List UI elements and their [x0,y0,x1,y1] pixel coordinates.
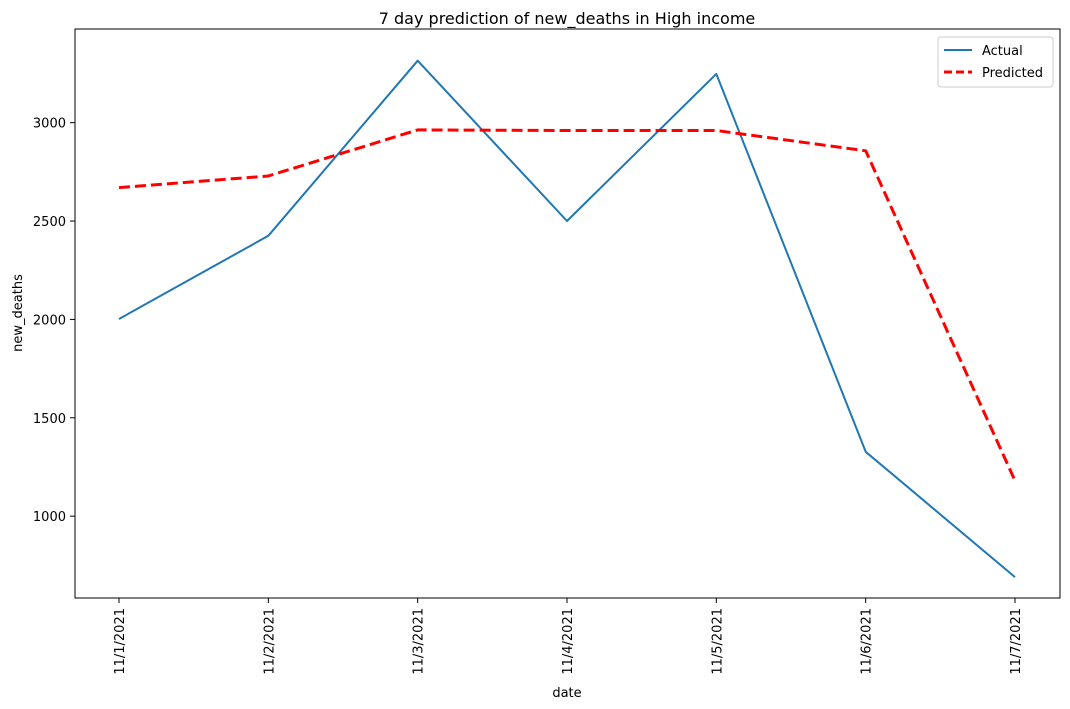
series-line-predicted [118,128,1017,482]
y-tick-label: 1000 [33,510,66,525]
x-tick-label: 11/7/2021 [1009,608,1024,675]
x-axis-label: date [552,686,581,701]
series-line-actual [118,59,1016,578]
x-tick-label: 11/4/2021 [561,608,576,675]
y-tick-label: 1500 [33,412,66,427]
series-group [118,59,1017,578]
legend-label-predicted: Predicted [982,66,1043,81]
y-tick-label: 3000 [33,117,66,132]
legend-label-actual: Actual [982,44,1023,59]
plot-frame [74,28,1061,599]
y-axis: 1000 1500 2000 2500 3000 [33,117,75,525]
x-tick-label: 11/3/2021 [412,608,427,675]
x-axis: 11/1/2021 11/2/2021 11/3/2021 11/4/2021 11/5… [113,598,1024,675]
plot-area [74,28,1061,599]
y-tick-label: 2500 [33,215,66,230]
x-tick-label: 11/2/2021 [262,608,277,675]
x-tick-label: 11/1/2021 [113,608,128,675]
legend: Actual Predicted [937,36,1054,88]
x-tick-label: 11/6/2021 [860,608,875,675]
x-tick-label: 11/5/2021 [710,608,725,675]
y-axis-label: new_deaths [11,274,26,352]
y-tick-label: 2000 [33,313,66,328]
chart-title: 7 day prediction of new_deaths in High i… [379,9,756,29]
